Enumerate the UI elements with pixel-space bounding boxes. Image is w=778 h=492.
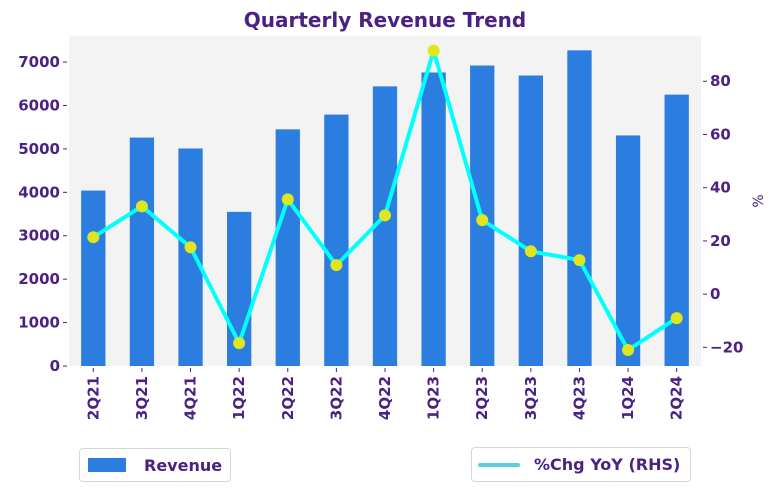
bar-4Q23 bbox=[567, 50, 592, 366]
x-tick-label: 4Q21 bbox=[182, 376, 200, 420]
yoy-point-3Q21 bbox=[135, 200, 148, 213]
yoy-point-1Q23 bbox=[427, 44, 440, 57]
left-axis: 0 1000 2000 3000 4000 5000 6000 7000 bbox=[18, 53, 67, 375]
chart-title: Quarterly Revenue Trend bbox=[244, 8, 526, 32]
bar-2Q21 bbox=[81, 190, 106, 366]
bar-1Q24 bbox=[615, 135, 641, 366]
left-tick-label: 5000 bbox=[18, 140, 60, 158]
legend-yoy-label: %Chg YoY (RHS) bbox=[534, 455, 681, 474]
legend-yoy-swatch bbox=[478, 462, 520, 467]
yoy-point-2Q24 bbox=[670, 312, 683, 325]
x-tick-label: 1Q23 bbox=[425, 376, 443, 420]
right-tick-label: 0 bbox=[710, 285, 720, 303]
bar-2Q22 bbox=[275, 129, 300, 366]
x-tick-label: 1Q24 bbox=[619, 376, 637, 420]
x-tick-label: 4Q23 bbox=[570, 376, 588, 420]
yoy-point-2Q23 bbox=[476, 214, 489, 227]
x-tick-label: 1Q22 bbox=[230, 376, 248, 420]
left-tick-label: 1000 bbox=[18, 314, 60, 332]
x-axis: 2Q21 3Q21 4Q21 1Q22 2Q22 3Q22 4Q22 1Q23 2Q23 3Q23… bbox=[84, 368, 686, 420]
yoy-point-2Q21 bbox=[87, 231, 100, 244]
yoy-point-3Q23 bbox=[524, 245, 537, 258]
right-tick-label: 60 bbox=[710, 125, 731, 143]
yoy-point-3Q22 bbox=[330, 259, 343, 272]
left-tick-label: 0 bbox=[50, 357, 60, 375]
bar-3Q22 bbox=[324, 114, 349, 366]
legend-revenue-label: Revenue bbox=[144, 455, 223, 475]
left-tick-label: 7000 bbox=[18, 53, 60, 71]
yoy-point-4Q23 bbox=[573, 254, 586, 267]
bar-4Q21 bbox=[178, 148, 203, 366]
bar-3Q23 bbox=[518, 75, 543, 367]
right-tick-label: 20 bbox=[710, 232, 731, 250]
right-tick-label: 40 bbox=[710, 179, 731, 197]
x-tick-label: 3Q22 bbox=[327, 376, 345, 420]
right-axis-label: % bbox=[751, 194, 767, 207]
legend-yoy: %Chg YoY (RHS) bbox=[471, 447, 691, 482]
yoy-point-2Q22 bbox=[281, 193, 294, 206]
legend-revenue: Revenue bbox=[79, 448, 231, 482]
x-tick-label: 2Q24 bbox=[668, 376, 686, 420]
bar-3Q21 bbox=[129, 137, 155, 366]
left-tick-label: 3000 bbox=[18, 227, 60, 245]
x-tick-label: 3Q21 bbox=[133, 376, 151, 420]
yoy-point-1Q24 bbox=[622, 344, 635, 357]
bar-1Q23 bbox=[421, 72, 446, 366]
x-tick-label: 2Q23 bbox=[473, 376, 491, 420]
yoy-point-4Q21 bbox=[184, 241, 197, 254]
x-tick-label: 4Q22 bbox=[376, 376, 394, 420]
right-tick-label: −20 bbox=[710, 338, 743, 356]
left-tick-label: 6000 bbox=[18, 96, 60, 114]
left-tick-label: 4000 bbox=[18, 183, 60, 201]
right-tick-label: 80 bbox=[710, 72, 731, 90]
yoy-point-1Q22 bbox=[233, 337, 246, 350]
yoy-line-series bbox=[87, 44, 683, 357]
right-axis: −20 0 20 40 60 80 bbox=[703, 72, 743, 356]
x-tick-label: 3Q23 bbox=[522, 376, 540, 420]
x-tick-label: 2Q21 bbox=[84, 376, 102, 420]
legend-revenue-swatch bbox=[88, 458, 126, 472]
x-tick-label: 2Q22 bbox=[279, 376, 297, 420]
left-tick-label: 2000 bbox=[18, 270, 60, 288]
yoy-point-4Q22 bbox=[379, 209, 391, 222]
